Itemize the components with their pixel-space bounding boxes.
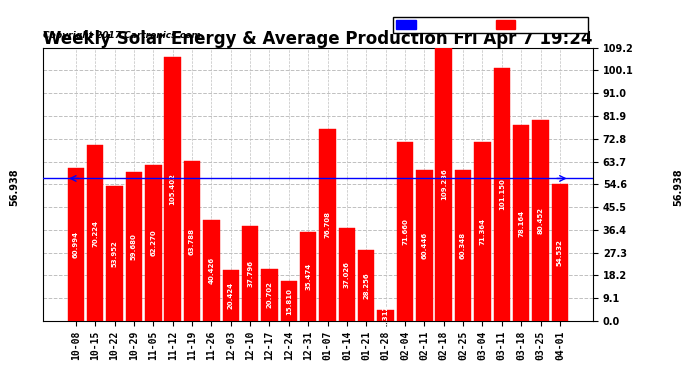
Bar (203, 220, 219, 321)
Title: Weekly Solar Energy & Average Production Fri Apr 7 19:24: Weekly Solar Energy & Average Production… (43, 30, 593, 48)
Bar (493, 68, 510, 321)
Text: 56.938: 56.938 (9, 169, 19, 206)
Bar (184, 161, 200, 321)
Text: 4.312: 4.312 (383, 304, 388, 327)
Text: 60.348: 60.348 (460, 232, 466, 259)
Bar (281, 281, 297, 321)
Legend: Average (kWh), Weekly (kWh): Average (kWh), Weekly (kWh) (393, 17, 589, 33)
Text: 59.680: 59.680 (131, 233, 137, 260)
Text: 56.938: 56.938 (673, 169, 683, 206)
Bar (87, 145, 104, 321)
Bar (397, 142, 413, 321)
Bar (416, 170, 433, 321)
Text: 54.532: 54.532 (557, 239, 563, 266)
Bar (532, 120, 549, 321)
Text: 60.994: 60.994 (73, 231, 79, 258)
Bar (222, 270, 239, 321)
Text: 63.788: 63.788 (189, 228, 195, 255)
Bar (242, 226, 258, 321)
Text: 15.810: 15.810 (286, 288, 292, 315)
Text: 37.796: 37.796 (247, 260, 253, 287)
Text: 40.426: 40.426 (208, 257, 215, 284)
Text: 20.702: 20.702 (266, 282, 273, 309)
Text: 71.660: 71.660 (402, 218, 408, 245)
Text: 60.446: 60.446 (422, 232, 427, 259)
Text: 70.224: 70.224 (92, 219, 98, 246)
Bar (319, 129, 336, 321)
Text: 53.952: 53.952 (112, 240, 117, 267)
Text: 80.452: 80.452 (538, 207, 544, 234)
Bar (358, 250, 375, 321)
Text: 76.708: 76.708 (324, 211, 331, 238)
Text: 109.236: 109.236 (441, 168, 446, 200)
Text: 101.150: 101.150 (499, 178, 505, 210)
Text: 105.402: 105.402 (170, 173, 176, 205)
Text: 37.026: 37.026 (344, 261, 350, 288)
Text: 78.164: 78.164 (518, 210, 524, 237)
Bar (68, 168, 84, 321)
Bar (145, 165, 161, 321)
Bar (551, 184, 568, 321)
Text: Copyright 2017 Cartronics.com: Copyright 2017 Cartronics.com (43, 31, 200, 40)
Text: 20.424: 20.424 (228, 282, 234, 309)
Bar (106, 186, 123, 321)
Bar (377, 310, 394, 321)
Bar (339, 228, 355, 321)
Text: 35.474: 35.474 (305, 263, 311, 290)
Text: 28.256: 28.256 (363, 272, 369, 299)
Bar (300, 232, 317, 321)
Bar (455, 170, 471, 321)
Bar (164, 57, 181, 321)
Bar (513, 125, 529, 321)
Bar (474, 142, 491, 321)
Bar (435, 48, 452, 321)
Text: 71.364: 71.364 (480, 218, 486, 245)
Text: 62.270: 62.270 (150, 230, 157, 256)
Bar (126, 172, 142, 321)
Bar (262, 269, 277, 321)
